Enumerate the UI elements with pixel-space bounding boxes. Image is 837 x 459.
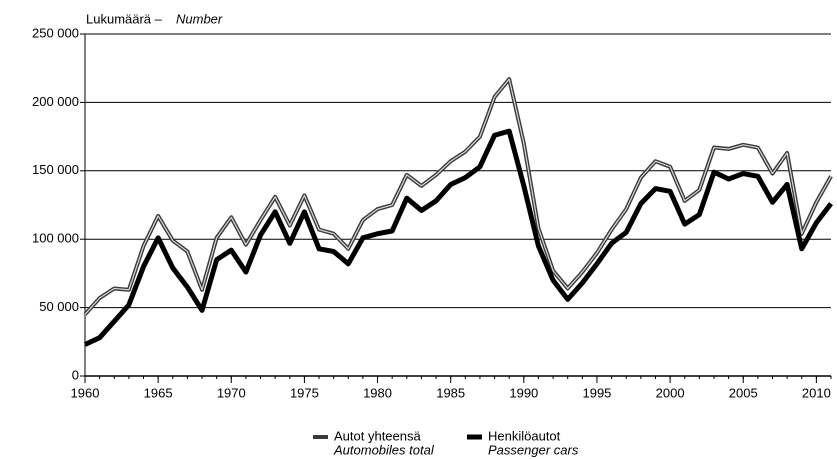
series-line (83, 77, 833, 316)
x-tick-label: 1980 (363, 385, 392, 400)
series-line (83, 128, 833, 347)
x-tick-label: 1990 (509, 385, 538, 400)
legend-label-en: Passenger cars (488, 442, 579, 457)
legend-label: Autot yhteensä (334, 428, 421, 443)
x-tick-label: 2005 (729, 385, 758, 400)
x-tick-label: 1975 (290, 385, 319, 400)
legend-label: Henkilöautot (488, 428, 561, 443)
x-tick-label: 2010 (802, 385, 831, 400)
y-tick-label: 50 000 (39, 299, 79, 314)
y-tick-label: 200 000 (32, 94, 79, 109)
x-tick-label: 1960 (71, 385, 100, 400)
y-tick-label: 150 000 (32, 162, 79, 177)
series-line-highlight (84, 78, 832, 315)
y-axis-label-en: Number (176, 11, 223, 26)
y-tick-label: 0 (72, 367, 79, 382)
y-tick-label: 250 000 (32, 25, 79, 40)
y-axis-label: Lukumäärä – (86, 11, 163, 26)
x-tick-label: 2000 (656, 385, 685, 400)
x-tick-label: 1970 (217, 385, 246, 400)
y-tick-label: 100 000 (32, 231, 79, 246)
x-tick-label: 1965 (144, 385, 173, 400)
legend-label-en: Automobiles total (333, 442, 435, 457)
x-tick-label: 1985 (436, 385, 465, 400)
x-tick-label: 1995 (582, 385, 611, 400)
